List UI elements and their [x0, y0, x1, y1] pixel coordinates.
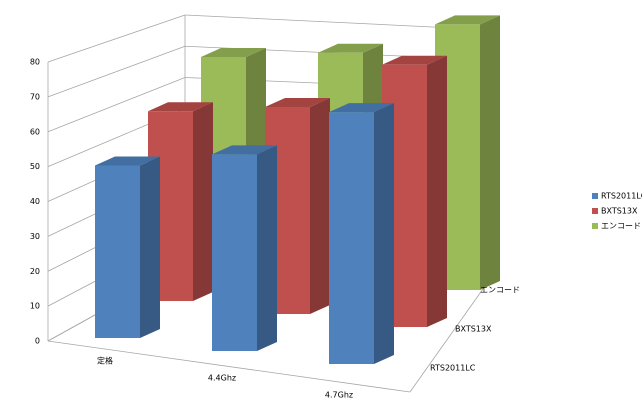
y-tick-label: 80	[30, 58, 40, 67]
bar-top	[435, 15, 500, 25]
grid-line	[47, 45, 186, 98]
x-tick-label: 4.7Ghz	[325, 391, 353, 400]
y-tick-label: 70	[30, 92, 40, 101]
bar-top	[382, 55, 447, 65]
bar	[95, 156, 160, 338]
bar-front	[95, 165, 140, 338]
bar-side	[193, 102, 213, 301]
bar-side	[480, 15, 500, 290]
y-tick-label: 40	[30, 197, 40, 206]
grid-line	[47, 77, 186, 133]
bar-top	[318, 43, 383, 53]
depth-tick-label: BXTS13X	[455, 325, 492, 334]
bar-top	[148, 102, 213, 112]
bar-front	[212, 154, 257, 351]
x-tick-label: 4.4Ghz	[208, 374, 236, 383]
legend-label: BXTS13X	[601, 207, 638, 216]
grid-line	[47, 14, 186, 63]
bar-front	[329, 112, 374, 365]
bar-side	[257, 145, 277, 351]
bar-side	[140, 156, 160, 338]
y-tick-label: 60	[30, 127, 40, 136]
legend-swatch	[592, 208, 598, 214]
y-tick-label: 50	[30, 162, 40, 171]
bar-top	[95, 156, 160, 166]
y-tick-label: 0	[35, 337, 40, 346]
y-tick-label: 10	[30, 302, 40, 311]
legend-swatch	[592, 223, 598, 229]
bar-side	[374, 103, 394, 365]
x-tick-label: 定格	[97, 356, 113, 366]
bar-top	[265, 98, 330, 107]
bar-top	[212, 145, 277, 155]
depth-tick-label: エンコード	[480, 286, 520, 295]
legend-swatch	[592, 193, 598, 199]
depth-tick-label: RTS2011LC	[430, 364, 476, 373]
bar-side	[310, 98, 330, 314]
bar-top	[201, 48, 266, 57]
bar	[329, 103, 394, 365]
legend-label: RTS2011LC	[601, 192, 642, 201]
bar	[212, 145, 277, 351]
y-tick-label: 30	[30, 232, 40, 241]
bar-top	[329, 103, 394, 113]
y-tick-label: 20	[30, 267, 40, 276]
bar-side	[427, 55, 447, 328]
legend-label: エンコード	[601, 222, 641, 231]
